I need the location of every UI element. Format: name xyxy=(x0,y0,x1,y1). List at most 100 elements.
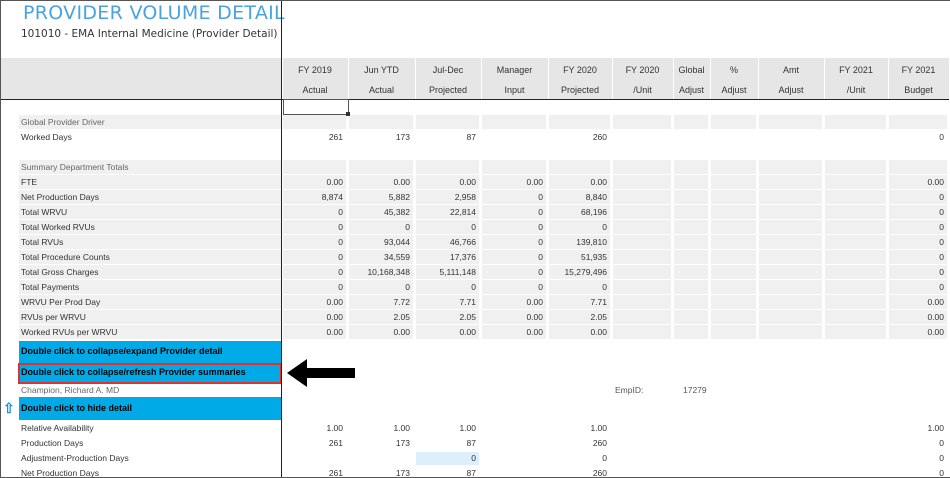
table-cell[interactable]: 0.00 xyxy=(590,177,607,187)
table-cell[interactable]: 0 xyxy=(538,237,543,247)
table-cell[interactable]: 260 xyxy=(592,132,607,142)
table-cell[interactable]: 0.00 xyxy=(459,327,476,337)
table-cell[interactable]: 68,196 xyxy=(581,207,607,217)
fill-handle[interactable] xyxy=(346,112,350,116)
table-cell[interactable]: 0 xyxy=(338,207,343,217)
table-cell[interactable]: 0 xyxy=(405,282,410,292)
table-cell[interactable]: 0 xyxy=(939,192,944,202)
up-arrow-icon[interactable]: ⇧ xyxy=(3,400,15,416)
table-cell[interactable]: 173 xyxy=(395,132,410,142)
grid-cell xyxy=(349,310,413,324)
hide-detail-button[interactable]: Double click to hide detail xyxy=(19,397,281,420)
table-cell[interactable]: 0 xyxy=(939,237,944,247)
table-cell[interactable]: 173 xyxy=(395,438,410,448)
table-cell[interactable]: 0 xyxy=(939,267,944,277)
table-cell[interactable]: 0.00 xyxy=(326,297,343,307)
table-cell[interactable]: 7.71 xyxy=(590,297,607,307)
table-cell[interactable]: 0 xyxy=(338,252,343,262)
table-cell[interactable]: 0 xyxy=(939,252,944,262)
table-cell[interactable]: 0.00 xyxy=(326,327,343,337)
table-cell[interactable]: 2.05 xyxy=(459,312,476,322)
table-cell[interactable]: 87 xyxy=(466,438,476,448)
table-cell[interactable]: 1.00 xyxy=(459,423,476,433)
table-cell[interactable]: 0 xyxy=(538,222,543,232)
table-cell[interactable]: 87 xyxy=(466,132,476,142)
table-cell[interactable]: 2,958 xyxy=(454,192,476,202)
row-label: Total Gross Charges xyxy=(21,267,99,277)
table-cell[interactable]: 0.00 xyxy=(393,327,410,337)
table-cell[interactable]: 261 xyxy=(328,132,343,142)
table-cell[interactable]: 7.72 xyxy=(393,297,410,307)
table-cell[interactable]: 0 xyxy=(538,282,543,292)
table-cell[interactable]: 1.00 xyxy=(393,423,410,433)
table-cell[interactable]: 0 xyxy=(338,267,343,277)
table-cell[interactable]: 10,168,348 xyxy=(367,267,410,277)
table-cell[interactable]: 51,935 xyxy=(581,252,607,262)
table-cell[interactable]: 0.00 xyxy=(326,312,343,322)
table-cell[interactable]: 0 xyxy=(602,453,607,463)
table-cell[interactable]: 0.00 xyxy=(526,327,543,337)
table-cell[interactable]: 0 xyxy=(338,237,343,247)
table-cell[interactable]: 0 xyxy=(538,207,543,217)
table-cell[interactable]: 46,766 xyxy=(450,237,476,247)
table-cell[interactable]: 261 xyxy=(328,438,343,448)
table-cell[interactable]: 7.71 xyxy=(459,297,476,307)
table-cell[interactable]: 0 xyxy=(602,282,607,292)
table-cell[interactable]: 8,874 xyxy=(321,192,343,202)
table-cell[interactable]: 261 xyxy=(328,468,343,478)
table-cell[interactable]: 0 xyxy=(338,282,343,292)
table-cell[interactable]: 0.00 xyxy=(590,327,607,337)
table-cell[interactable]: 0 xyxy=(939,222,944,232)
table-cell[interactable]: 93,044 xyxy=(384,237,410,247)
table-cell[interactable]: 0.00 xyxy=(526,312,543,322)
table-cell[interactable]: 0 xyxy=(471,282,476,292)
table-cell[interactable]: 0 xyxy=(471,453,476,463)
table-cell[interactable]: 0.00 xyxy=(526,297,543,307)
table-cell[interactable]: 0 xyxy=(538,267,543,277)
table-cell[interactable]: 1.00 xyxy=(590,423,607,433)
table-cell[interactable]: 173 xyxy=(395,468,410,478)
collapse-refresh-button[interactable]: Double click to collapse/refresh Provide… xyxy=(18,363,282,384)
table-cell[interactable]: 15,279,496 xyxy=(564,267,607,277)
table-cell[interactable]: 0 xyxy=(538,192,543,202)
table-cell[interactable]: 0 xyxy=(939,468,944,478)
table-cell[interactable]: 1.00 xyxy=(326,423,343,433)
table-cell[interactable]: 17,376 xyxy=(450,252,476,262)
table-cell[interactable]: 0 xyxy=(471,222,476,232)
table-cell[interactable]: 87 xyxy=(466,468,476,478)
table-cell[interactable]: 8,840 xyxy=(585,192,607,202)
table-cell[interactable]: 0 xyxy=(939,132,944,142)
table-cell[interactable]: 0 xyxy=(939,207,944,217)
table-cell[interactable]: 2.05 xyxy=(393,312,410,322)
table-cell[interactable]: 260 xyxy=(592,438,607,448)
table-cell[interactable]: 0.00 xyxy=(927,327,944,337)
table-cell[interactable]: 0.00 xyxy=(526,177,543,187)
table-cell[interactable]: 260 xyxy=(592,468,607,478)
selected-cell[interactable] xyxy=(283,99,349,115)
table-cell[interactable]: 0 xyxy=(538,252,543,262)
table-cell[interactable]: 5,882 xyxy=(388,192,410,202)
table-cell[interactable]: 0 xyxy=(338,222,343,232)
table-cell[interactable]: 139,810 xyxy=(576,237,607,247)
table-cell[interactable]: 0 xyxy=(939,438,944,448)
table-cell[interactable]: 0 xyxy=(939,282,944,292)
table-cell[interactable]: 45,382 xyxy=(384,207,410,217)
table-cell[interactable]: 0 xyxy=(602,222,607,232)
collapse-expand-button[interactable]: Double click to collapse/expand Provider… xyxy=(19,341,281,363)
table-cell[interactable]: 22,814 xyxy=(450,207,476,217)
table-cell[interactable]: 0.00 xyxy=(459,177,476,187)
table-cell[interactable]: 2.05 xyxy=(590,312,607,322)
table-cell[interactable]: 34,559 xyxy=(384,252,410,262)
grid-cell xyxy=(549,265,610,279)
table-cell[interactable]: 0 xyxy=(939,453,944,463)
input-cell-highlight[interactable] xyxy=(416,452,479,465)
table-cell[interactable]: 0.00 xyxy=(927,177,944,187)
table-cell[interactable]: 5,111,148 xyxy=(439,267,476,277)
table-cell[interactable]: 0.00 xyxy=(927,312,944,322)
table-cell[interactable]: 0.00 xyxy=(927,297,944,307)
table-cell[interactable]: 0 xyxy=(405,222,410,232)
table-cell[interactable]: 0.00 xyxy=(393,177,410,187)
table-cell[interactable]: 0.00 xyxy=(326,177,343,187)
table-cell[interactable]: 1.00 xyxy=(927,423,944,433)
grid-cell xyxy=(889,235,947,249)
